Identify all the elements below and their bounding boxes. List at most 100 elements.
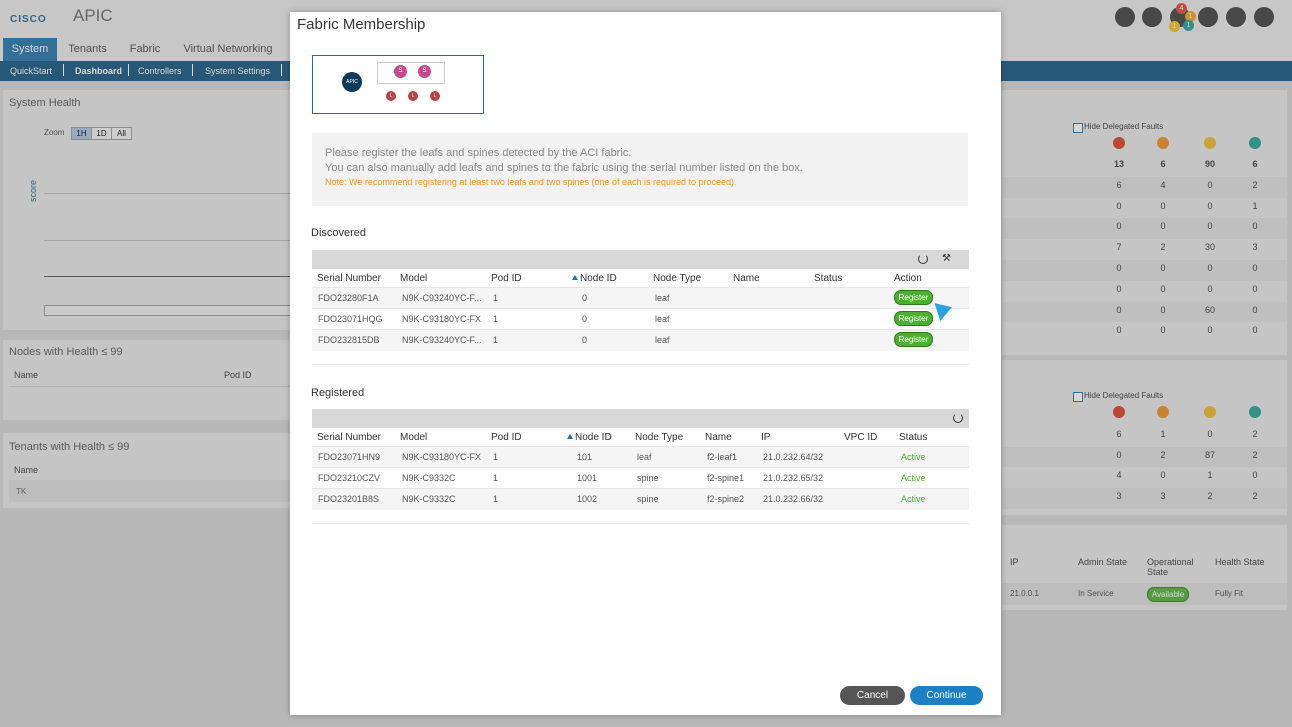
table-row (1002, 176, 1287, 198)
table-row (1002, 426, 1287, 447)
table-cell: leaf (655, 335, 670, 345)
table-cell: 2 (1252, 179, 1258, 190)
panel (3, 90, 290, 330)
table-cell: 7 (1116, 242, 1122, 253)
column-header[interactable]: Action (894, 273, 922, 284)
column-header[interactable]: Status (899, 432, 928, 443)
column-header[interactable]: Name (705, 432, 732, 443)
column-header[interactable]: Serial Number (317, 432, 381, 443)
tools-icon[interactable]: ⚒ (942, 253, 951, 264)
cancel-button[interactable]: Cancel (840, 686, 905, 705)
table-cell: 1001 (577, 473, 598, 483)
table-cell: 1 (493, 335, 499, 345)
column-header[interactable]: Pod ID (491, 273, 522, 284)
table-cell: 21.0.232.64/32 (763, 452, 824, 462)
register-button[interactable]: Register (894, 311, 933, 326)
table-cell: Fully Fit (1215, 589, 1243, 598)
column-header[interactable]: Status (814, 273, 843, 284)
table-cell: 60 (1204, 304, 1215, 315)
toggle-label: Hide Delegated Faults (1084, 122, 1164, 131)
subnav-tab[interactable]: Controllers (138, 66, 182, 76)
table-cell: 1 (493, 494, 499, 504)
column-header[interactable]: IP (761, 432, 771, 443)
table-cell: 1 (1207, 470, 1213, 481)
table-cell: 0 (1207, 221, 1213, 232)
modal-title: Fabric Membership (297, 16, 426, 33)
subnav-separator (192, 64, 193, 76)
sort-arrow (572, 275, 578, 280)
table-cell: 1 (1160, 429, 1166, 439)
table-cell: 0 (1207, 429, 1213, 439)
table-row (1002, 301, 1287, 323)
table-cell: 30 (1204, 242, 1215, 253)
modal-dialog: Fabric Membership APIC S S L L L Please registe… (290, 12, 1001, 715)
table-cell: FDO232815DB (318, 335, 380, 345)
column-header[interactable]: Name (733, 273, 760, 284)
panel-title: Tenants with Health ≤ 99 (9, 441, 130, 453)
table-cell: 1 (493, 314, 499, 324)
table-cell: 0 (1252, 263, 1258, 273)
table-row (312, 467, 969, 489)
refresh-icon[interactable] (918, 254, 928, 264)
column-header[interactable]: Serial Number (317, 273, 381, 284)
info-text: You can also manually add leafs and spin… (325, 162, 803, 174)
column-header: Name (14, 465, 39, 475)
column-header[interactable]: Node ID (580, 273, 617, 284)
table-cell: 2 (1160, 449, 1166, 460)
header-icon (1198, 7, 1218, 27)
table-row (1002, 583, 1287, 605)
notification-badge: 1 (1183, 20, 1194, 31)
table-cell: leaf (655, 293, 670, 303)
column-header: Health State (1215, 557, 1265, 567)
subnav-tab[interactable]: QuickStart (10, 66, 53, 76)
continue-button[interactable]: Continue (910, 686, 983, 705)
table-cell: 90 (1204, 159, 1215, 169)
table-cell: 0 (1160, 283, 1166, 294)
toggle-label: Hide Delegated Faults (1084, 391, 1164, 400)
subnav-tab[interactable]: Dashboard (75, 66, 123, 76)
sort-arrow (567, 434, 573, 439)
table-cell: 13 (1113, 159, 1124, 169)
refresh-icon[interactable] (953, 413, 963, 423)
table-cell: Active (901, 473, 926, 483)
register-button[interactable]: Register (894, 290, 933, 305)
column-header[interactable]: Model (400, 432, 428, 443)
nav-tab[interactable]: Virtual Networking (183, 43, 273, 55)
table-cell: 0 (1207, 200, 1213, 211)
spine-node: S (394, 65, 407, 78)
checkbox (1073, 392, 1083, 402)
column-header: Pod ID (224, 370, 252, 380)
column-header[interactable]: Node Type (653, 273, 702, 284)
nav-tab[interactable]: Tenants (68, 43, 107, 55)
leaf-node: L (386, 91, 396, 101)
header-icon (1226, 7, 1246, 27)
header-icon (1254, 7, 1274, 27)
table-cell: 0 (1207, 283, 1213, 294)
table-cell: 0 (1116, 304, 1122, 315)
zoom-button[interactable]: All (111, 127, 132, 140)
column-header[interactable]: Node ID (575, 432, 612, 443)
register-button[interactable]: Register (894, 332, 933, 347)
table-cell: 21.0.232.66/32 (763, 494, 824, 504)
table-row (312, 446, 969, 468)
column-header[interactable]: Pod ID (491, 432, 522, 443)
column-header[interactable]: Model (400, 273, 428, 284)
column-header[interactable]: VPC ID (844, 432, 878, 443)
table-cell: 0 (1116, 221, 1122, 232)
subnav-tab[interactable]: System Settings (205, 66, 271, 76)
table-cell: 0 (1252, 304, 1258, 315)
notification-badge: 1 (1185, 11, 1196, 22)
zoom-button[interactable]: 1D (91, 127, 112, 140)
nav-tab[interactable]: Fabric (129, 43, 161, 55)
table-row (1002, 260, 1287, 281)
nav-tab[interactable]: System (3, 38, 57, 61)
table-cell: 0 (1160, 200, 1166, 211)
table-row (1002, 280, 1287, 302)
subnav-separator (128, 64, 129, 76)
panel-title: System Health (9, 97, 81, 109)
column-header[interactable]: Node Type (635, 432, 684, 443)
table-cell: 87 (1204, 449, 1215, 460)
grid-line (44, 193, 290, 194)
apic-node: APIC (342, 72, 362, 92)
table-cell: 0 (1116, 449, 1122, 460)
